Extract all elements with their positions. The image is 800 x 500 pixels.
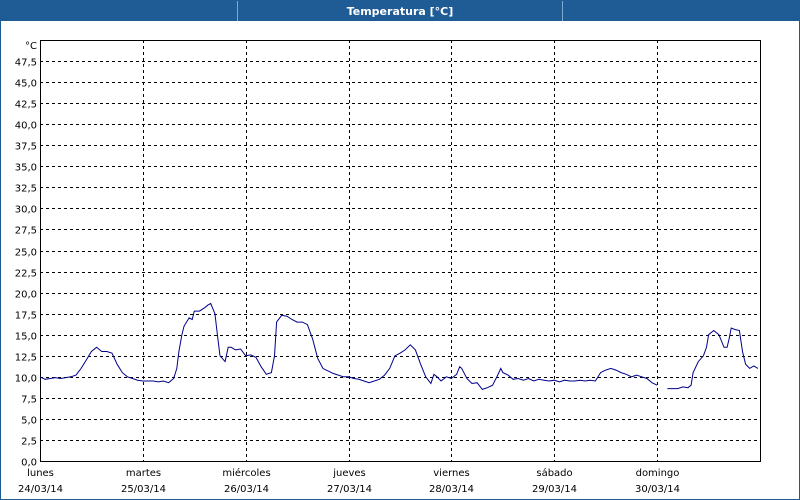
- y-tick-label: 5,0: [21, 416, 37, 427]
- x-tick-day-label: jueves: [332, 468, 366, 479]
- window-title: Temperatura [°C]: [346, 4, 454, 18]
- x-tick-day-label: miércoles: [222, 467, 270, 479]
- x-tick-date-label: 27/03/14: [327, 484, 372, 495]
- temperature-series: [39, 302, 759, 390]
- titlebar-divider-left: [237, 1, 238, 21]
- plot-area-border: [40, 40, 761, 462]
- y-tick-label: 32,5: [15, 184, 37, 195]
- x-axis-tick-labels: lunes 24/03/14 martes 25/03/14 miércoles 26/0…: [18, 467, 680, 495]
- x-tick-date-label: 28/03/14: [429, 484, 474, 495]
- chart-grid: [40, 40, 760, 461]
- y-tick-label: 30,0: [15, 205, 37, 216]
- x-tick-date-label: 26/03/14: [224, 484, 269, 495]
- y-tick-label: 27,5: [15, 226, 37, 237]
- y-tick-label: 42,5: [15, 100, 37, 111]
- y-tick-label: 17,5: [15, 311, 37, 322]
- y-tick-label: 0,0: [21, 458, 37, 469]
- y-tick-label: 2,5: [21, 437, 37, 448]
- x-tick-day-label: viernes: [433, 468, 469, 479]
- y-axis-unit-label: °C: [25, 41, 37, 52]
- y-axis-tick-labels: 0,0 2,5 5,0 7,5 10,0 12,5 15,0 17,5 20,0 22,5 25,0…: [15, 58, 37, 469]
- y-tick-label: 20,0: [15, 290, 37, 301]
- y-tick-label: 40,0: [15, 121, 37, 132]
- x-tick-date-label: 24/03/14: [18, 484, 63, 495]
- x-tick-date-label: 30/03/14: [635, 484, 680, 495]
- y-tick-label: 47,5: [15, 58, 37, 69]
- x-tick-day-label: martes: [126, 468, 161, 479]
- x-tick-day-label: lunes: [27, 468, 54, 479]
- y-tick-label: 22,5: [15, 269, 37, 280]
- y-tick-label: 15,0: [15, 332, 37, 343]
- y-tick-label: 45,0: [15, 79, 37, 90]
- temperature-line-segment: [39, 302, 658, 390]
- temperature-line-segment: [667, 327, 759, 390]
- y-tick-label: 7,5: [21, 395, 37, 406]
- y-tick-label: 12,5: [15, 353, 37, 364]
- y-tick-label: 37,5: [15, 142, 37, 153]
- x-tick-date-label: 25/03/14: [121, 484, 166, 495]
- x-tick-day-label: sábado: [536, 467, 572, 479]
- y-tick-label: 10,0: [15, 374, 37, 385]
- temperature-chart: 0,0 2,5 5,0 7,5 10,0 12,5 15,0 17,5 20,0 22,5 25,0…: [15, 40, 761, 495]
- window-titlebar: Temperatura [°C]: [1, 1, 799, 21]
- y-tick-label: 35,0: [15, 163, 37, 174]
- titlebar-divider-right: [562, 1, 563, 21]
- y-tick-label: 25,0: [15, 248, 37, 259]
- x-tick-date-label: 29/03/14: [532, 484, 577, 495]
- x-tick-day-label: domingo: [636, 468, 680, 479]
